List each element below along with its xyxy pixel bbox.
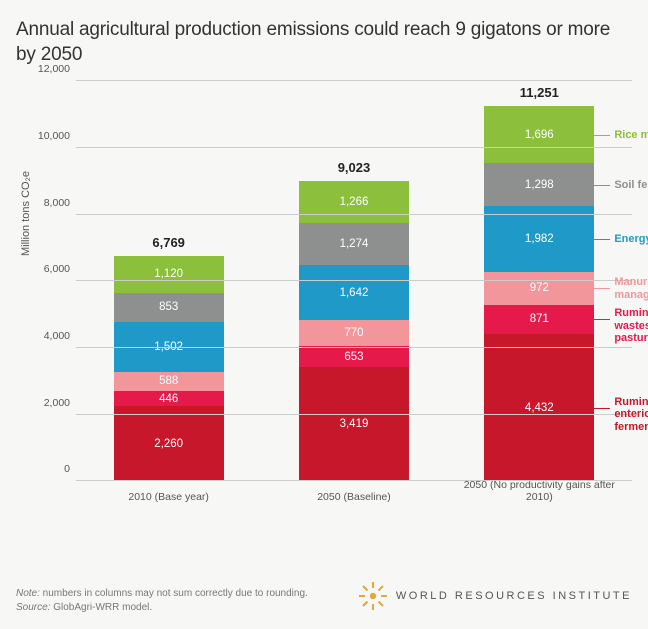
x-tick-label: 2010 (Base year) [92, 491, 246, 503]
legend-leader [594, 319, 610, 320]
source-text: GlobAgri-WRR model. [50, 602, 152, 613]
chart-area: Million tons CO₂e 6,7691,1208531,5025884… [28, 81, 632, 511]
bar-column: 11,2511,6961,2981,9829728714,4322050 (No… [484, 81, 594, 481]
bars-container: 6,7691,1208531,5025884462,2602010 (Base … [76, 81, 632, 481]
bar-segment-enteric: 3,419 [299, 367, 409, 481]
legend-leader [594, 288, 610, 289]
bar-segment-rice: 1,266 [299, 181, 409, 223]
legend-leader [594, 185, 610, 186]
bar-segment-enteric: 2,260 [114, 406, 224, 481]
grid-line [76, 214, 632, 215]
y-tick-label: 4,000 [28, 330, 70, 342]
bar-total-label: 6,769 [114, 235, 224, 250]
bar-segment-soil: 853 [114, 293, 224, 321]
legend-label-enteric: Ruminant enteric fermentation [614, 396, 648, 434]
bar-total-label: 11,251 [484, 85, 594, 100]
y-tick-label: 2,000 [28, 397, 70, 409]
bar-segment-soil: 1,274 [299, 223, 409, 265]
chart-title: Annual agricultural production emissions… [16, 18, 632, 67]
legend-leader [594, 408, 610, 409]
bar-segment-soil: 1,298 [484, 163, 594, 206]
legend-label-rice: Rice methane [614, 129, 648, 142]
bar-segment-wastes: 871 [484, 305, 594, 334]
bar-segment-wastes: 653 [299, 346, 409, 368]
y-tick-label: 6,000 [28, 263, 70, 275]
y-tick-label: 0 [28, 463, 70, 475]
grid-line [76, 347, 632, 348]
grid-line [76, 80, 632, 81]
note-text: numbers in columns may not sum correctly… [40, 588, 308, 599]
bar-segment-manure: 972 [484, 272, 594, 304]
grid-line [76, 480, 632, 481]
legend-label-soil: Soil fertilization [614, 179, 648, 192]
source-label: Source: [16, 602, 50, 613]
bar-column: 9,0231,2661,2741,6427706533,4192050 (Bas… [299, 81, 409, 481]
bar-segment-energy: 1,982 [484, 206, 594, 272]
wri-logo: WORLD RESOURCES INSTITUTE [358, 581, 632, 611]
bar-segment-rice: 1,120 [114, 256, 224, 293]
x-tick-label: 2050 (No productivity gains after 2010) [462, 479, 616, 503]
wri-logo-text: WORLD RESOURCES INSTITUTE [396, 590, 632, 602]
legend-leader [594, 239, 610, 240]
x-tick-label: 2050 (Baseline) [277, 491, 431, 503]
grid-line [76, 280, 632, 281]
legend-label-wastes: Ruminant wastes on pastures [614, 307, 648, 345]
y-tick-label: 12,000 [28, 63, 70, 75]
bar-segment-wastes: 446 [114, 391, 224, 406]
note-label: Note: [16, 588, 40, 599]
legend-label-energy: Energy [614, 233, 648, 246]
bar-segment-enteric: 4,432 [484, 334, 594, 482]
bar-segment-energy: 1,642 [299, 265, 409, 320]
grid-line [76, 147, 632, 148]
grid-line [76, 414, 632, 415]
y-axis-label: Million tons CO₂e [20, 171, 32, 256]
plot-region: 6,7691,1208531,5025884462,2602010 (Base … [76, 81, 632, 481]
y-tick-label: 10,000 [28, 130, 70, 142]
y-tick-label: 8,000 [28, 197, 70, 209]
legend-leader [594, 135, 610, 136]
bar-total-label: 9,023 [299, 160, 409, 175]
legend-label-manure: Manure management [614, 276, 648, 301]
bar-column: 6,7691,1208531,5025884462,2602010 (Base … [114, 81, 224, 481]
bar-segment-manure: 588 [114, 372, 224, 392]
sun-icon [358, 581, 388, 611]
chart-footer: Note: numbers in columns may not sum cor… [16, 587, 308, 615]
bar-segment-rice: 1,696 [484, 106, 594, 163]
bar-segment-manure: 770 [299, 320, 409, 346]
